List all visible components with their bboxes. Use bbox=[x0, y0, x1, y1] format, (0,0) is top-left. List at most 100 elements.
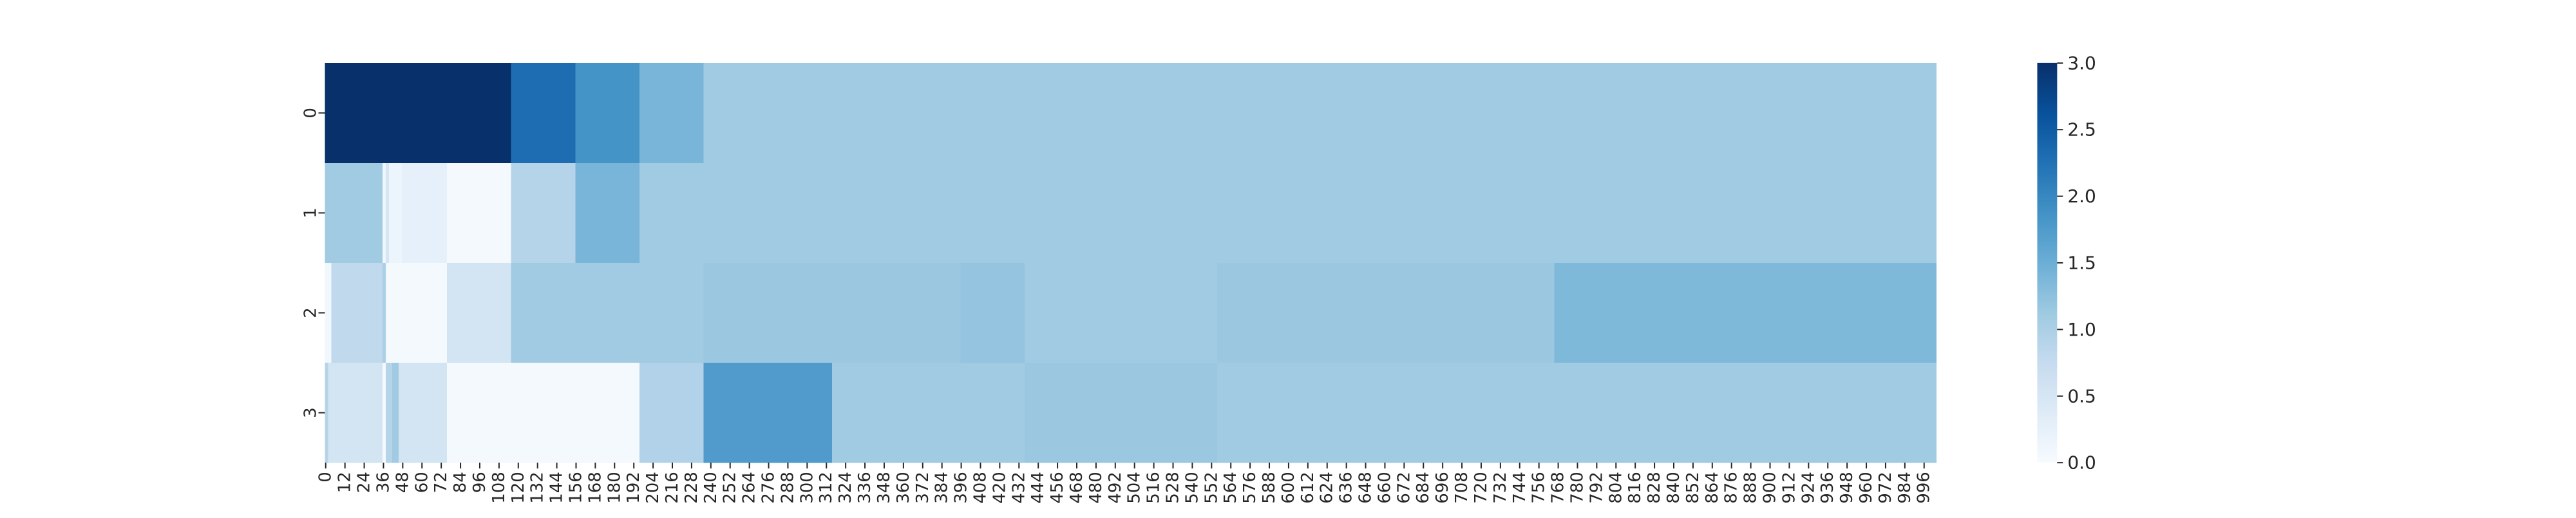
heatmap-cell bbox=[1025, 262, 1218, 363]
colorbar-gradient bbox=[2037, 62, 2058, 463]
heatmap-cell bbox=[511, 62, 576, 164]
heatmap-cell bbox=[831, 363, 1025, 463]
y-tick-label: 1 bbox=[301, 207, 321, 218]
x-tick-label: 936 bbox=[1818, 472, 1837, 504]
x-tick-labels: 0 12 24 36 48 60 72 84 96 108 120 132 144 156 168 180 19… bbox=[316, 463, 1934, 504]
heatmap-cell bbox=[325, 363, 329, 463]
heatmap-cells bbox=[325, 62, 1937, 463]
x-tick-label: 948 bbox=[1837, 472, 1857, 504]
x-tick-label: 744 bbox=[1510, 472, 1530, 504]
x-tick-label: 108 bbox=[489, 472, 509, 504]
x-tick-label: 204 bbox=[643, 472, 663, 504]
heatmap-cell bbox=[511, 262, 705, 363]
x-tick-label: 48 bbox=[393, 472, 412, 493]
heatmap-cell bbox=[1217, 363, 1937, 463]
x-tick-label: 864 bbox=[1703, 472, 1722, 504]
x-tick-label: 984 bbox=[1895, 472, 1915, 504]
x-tick-label: 360 bbox=[894, 472, 913, 504]
x-tick-label: 12 bbox=[336, 472, 355, 493]
x-tick-label: 540 bbox=[1182, 472, 1202, 504]
x-tick-label: 456 bbox=[1048, 472, 1067, 504]
x-tick-label: 852 bbox=[1683, 472, 1703, 504]
x-tick-label: 612 bbox=[1298, 472, 1318, 504]
x-tick-label: 492 bbox=[1106, 472, 1125, 504]
x-tick-label: 804 bbox=[1606, 472, 1625, 504]
heatmap-cell bbox=[446, 162, 512, 264]
x-tick-label: 168 bbox=[585, 472, 605, 504]
y-tick-label: 3 bbox=[301, 407, 321, 418]
heatmap-cell bbox=[399, 363, 448, 463]
x-tick-label: 672 bbox=[1394, 472, 1414, 504]
x-tick-label: 240 bbox=[701, 472, 721, 504]
y-tick-label: 2 bbox=[301, 307, 321, 318]
x-tick-label: 480 bbox=[1086, 472, 1106, 504]
x-tick-label: 660 bbox=[1375, 472, 1394, 504]
x-tick-label: 96 bbox=[470, 472, 489, 493]
x-tick-label: 228 bbox=[682, 472, 701, 504]
heatmap-cell bbox=[325, 162, 383, 264]
heatmap-cell bbox=[331, 262, 383, 363]
x-tick-label: 396 bbox=[952, 472, 971, 504]
x-tick-label: 888 bbox=[1741, 472, 1761, 504]
colorbar-tick-label: 2.5 bbox=[2067, 119, 2096, 140]
x-tick-label: 264 bbox=[740, 472, 759, 504]
x-tick-label: 24 bbox=[355, 472, 374, 493]
x-tick-label: 708 bbox=[1452, 472, 1472, 504]
x-tick-label: 876 bbox=[1722, 472, 1741, 504]
heatmap-cell bbox=[389, 162, 402, 264]
x-tick-label: 252 bbox=[721, 472, 740, 504]
heatmap-cell bbox=[386, 162, 390, 264]
heatmap-cell bbox=[960, 262, 1025, 363]
x-tick-label: 648 bbox=[1356, 472, 1376, 504]
x-tick-label: 468 bbox=[1067, 472, 1086, 504]
heatmap-cell bbox=[446, 363, 640, 463]
x-tick-label: 900 bbox=[1761, 472, 1780, 504]
heatmap-cell bbox=[383, 162, 386, 264]
x-tick-label: 432 bbox=[1009, 472, 1028, 504]
x-tick-label: 420 bbox=[990, 472, 1009, 504]
x-tick-label: 516 bbox=[1144, 472, 1164, 504]
heatmap-cell bbox=[1025, 363, 1218, 463]
x-tick-label: 36 bbox=[374, 472, 393, 493]
x-tick-label: 156 bbox=[566, 472, 585, 504]
heatmap-cell bbox=[383, 363, 386, 463]
x-tick-label: 0 bbox=[316, 472, 336, 483]
colorbar: 0.0 0.5 1.0 1.5 2.0 2.5 3.0 bbox=[2037, 52, 2096, 474]
x-tick-label: 276 bbox=[759, 472, 779, 504]
x-tick-label: 144 bbox=[547, 472, 567, 504]
x-tick-label: 792 bbox=[1587, 472, 1606, 504]
x-tick-label: 384 bbox=[933, 472, 952, 504]
x-tick-label: 816 bbox=[1625, 472, 1645, 504]
x-tick-label: 132 bbox=[528, 472, 547, 504]
heatmap-cell bbox=[703, 262, 961, 363]
colorbar-tick-label: 0.5 bbox=[2067, 385, 2096, 407]
x-tick-label: 780 bbox=[1567, 472, 1587, 504]
colorbar-tick-label: 0.0 bbox=[2067, 452, 2096, 474]
x-tick-label: 408 bbox=[971, 472, 990, 504]
heatmap-cell bbox=[386, 262, 448, 363]
x-tick-label: 624 bbox=[1318, 472, 1337, 504]
x-tick-label: 840 bbox=[1664, 472, 1683, 504]
x-tick-label: 192 bbox=[624, 472, 643, 504]
heatmap-cell bbox=[575, 62, 640, 164]
x-tick-label: 768 bbox=[1549, 472, 1568, 504]
y-tick-label: 0 bbox=[301, 108, 321, 119]
x-tick-label: 288 bbox=[778, 472, 797, 504]
colorbar-tick-label: 2.0 bbox=[2067, 186, 2096, 207]
x-tick-label: 720 bbox=[1472, 472, 1491, 504]
x-tick-label: 72 bbox=[431, 472, 451, 493]
colorbar-tick-label: 1.5 bbox=[2067, 252, 2096, 273]
heatmap-cell bbox=[325, 262, 332, 363]
heatmap-cell bbox=[383, 262, 386, 363]
x-tick-label: 324 bbox=[836, 472, 855, 504]
heatmap-cell bbox=[328, 363, 383, 463]
x-tick-label: 600 bbox=[1279, 472, 1298, 504]
x-tick-label: 552 bbox=[1202, 472, 1221, 504]
x-tick-label: 636 bbox=[1337, 472, 1356, 504]
x-tick-label: 972 bbox=[1876, 472, 1895, 504]
heatmap-cell bbox=[703, 62, 1937, 164]
x-tick-label: 576 bbox=[1240, 472, 1260, 504]
heatmap-cell bbox=[325, 62, 512, 164]
x-tick-label: 372 bbox=[913, 472, 933, 504]
